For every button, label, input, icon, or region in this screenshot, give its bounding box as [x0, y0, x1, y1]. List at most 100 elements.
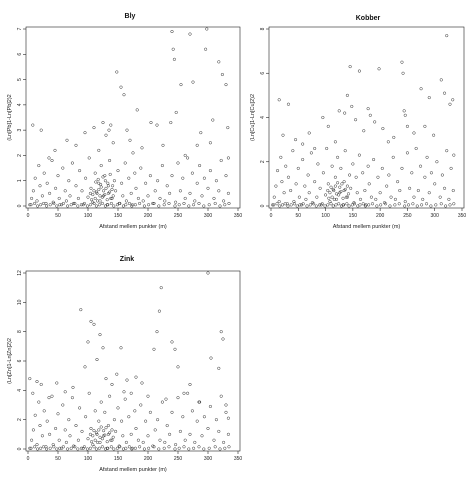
- x-tick-label: 100: [84, 456, 93, 462]
- x-tick-label: 50: [296, 213, 302, 219]
- data-point: [99, 425, 103, 429]
- data-point: [211, 118, 215, 122]
- data-point: [105, 440, 109, 444]
- data-point: [36, 447, 40, 451]
- data-point: [73, 201, 77, 206]
- data-point: [195, 419, 199, 423]
- data-point: [110, 438, 114, 442]
- data-point: [315, 195, 319, 199]
- data-point: [212, 196, 216, 200]
- data-point: [339, 166, 343, 170]
- x-tick-label: 200: [144, 213, 153, 219]
- data-point: [87, 391, 91, 395]
- x-tick-label: 150: [349, 213, 358, 219]
- data-point: [86, 437, 90, 441]
- data-point: [170, 340, 174, 344]
- data-point: [313, 146, 317, 151]
- data-point: [438, 195, 442, 199]
- data-point: [105, 198, 109, 202]
- x-tick-label: 350: [234, 456, 243, 462]
- data-point: [391, 155, 395, 159]
- data-point: [163, 440, 167, 444]
- chart-title: Bly: [125, 13, 136, 20]
- data-point: [369, 195, 373, 199]
- data-point: [278, 204, 282, 208]
- data-point: [434, 203, 438, 207]
- x-axis-label: Afstand mellem punkter (m): [99, 467, 167, 473]
- data-point: [329, 202, 333, 206]
- y-tick-label: 4: [17, 103, 23, 106]
- data-point: [102, 189, 106, 193]
- data-point: [66, 447, 70, 451]
- data-point: [272, 195, 276, 199]
- data-point: [445, 34, 449, 38]
- x-tick-label: 300: [204, 213, 213, 219]
- data-point: [58, 446, 62, 450]
- data-point: [401, 71, 405, 75]
- data-point: [61, 166, 65, 170]
- data-point: [96, 440, 100, 444]
- data-point: [112, 179, 116, 183]
- data-point: [39, 128, 43, 132]
- x-tick-label: 150: [114, 213, 123, 219]
- data-point: [177, 446, 181, 450]
- data-point: [158, 438, 162, 442]
- y-tick-label: 7: [17, 27, 23, 30]
- data-point: [357, 153, 361, 157]
- data-point: [108, 431, 112, 435]
- data-point: [90, 440, 94, 444]
- data-point: [307, 131, 311, 135]
- y-tick-label: 4: [260, 116, 266, 119]
- data-point: [193, 199, 197, 203]
- data-point: [101, 175, 105, 179]
- data-point: [297, 195, 301, 199]
- data-point: [101, 121, 105, 125]
- data-point: [107, 128, 111, 132]
- data-point: [186, 391, 190, 395]
- data-point: [350, 104, 354, 108]
- points-kobber: [271, 34, 456, 208]
- x-tick-label: 100: [84, 213, 93, 219]
- data-point: [133, 203, 137, 207]
- data-point: [148, 174, 152, 178]
- data-point: [289, 188, 293, 193]
- y-tick-label: 10: [17, 299, 23, 305]
- data-point: [157, 204, 161, 208]
- x-tick-label: 300: [204, 456, 213, 462]
- data-point: [348, 65, 352, 69]
- data-point: [448, 203, 452, 207]
- data-point: [78, 406, 82, 410]
- data-point: [104, 377, 108, 381]
- data-point: [337, 193, 341, 197]
- data-point: [50, 158, 54, 163]
- data-point: [173, 204, 177, 208]
- scatter-panel-zink: Zink 0 50 100 150 200 250 300 350 0 2 4 6 8 10 12 Afstan…: [7, 256, 242, 473]
- data-point: [88, 203, 92, 207]
- data-point: [97, 419, 101, 423]
- data-point: [136, 438, 140, 442]
- data-point: [309, 151, 313, 155]
- data-point: [224, 174, 228, 178]
- data-point: [307, 191, 311, 195]
- data-point: [275, 169, 280, 173]
- data-point: [69, 203, 73, 207]
- data-point: [226, 432, 230, 436]
- data-point: [412, 195, 416, 199]
- data-point: [156, 418, 160, 422]
- data-point: [110, 196, 114, 200]
- data-point: [103, 433, 107, 437]
- data-point: [439, 202, 443, 206]
- data-point: [48, 203, 52, 207]
- data-point: [192, 203, 196, 207]
- data-point: [338, 185, 342, 189]
- data-point: [167, 445, 171, 449]
- data-point: [393, 197, 397, 201]
- data-point: [447, 197, 451, 201]
- data-point: [336, 155, 340, 159]
- data-point: [224, 410, 228, 414]
- chart-title: Kobber: [356, 15, 381, 22]
- data-point: [363, 204, 367, 208]
- data-point: [100, 195, 104, 199]
- data-point: [136, 196, 140, 200]
